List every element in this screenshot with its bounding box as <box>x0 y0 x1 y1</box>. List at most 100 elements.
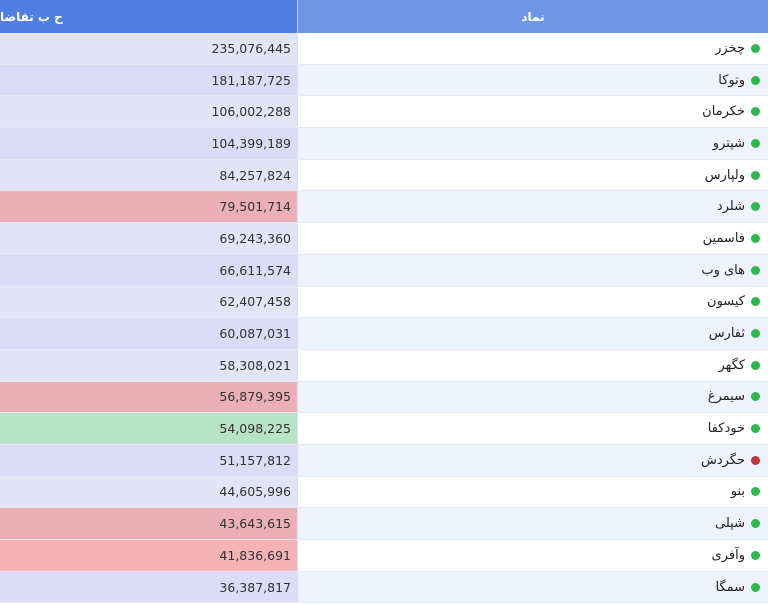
symbol-cell[interactable]: خکرمان <box>297 96 768 128</box>
table-row[interactable]: 235,076,445 چخزر <box>0 33 768 65</box>
symbol-wrapper: وآفری <box>712 548 760 563</box>
table-row[interactable]: 44,605,996 بنو <box>0 476 768 509</box>
table-row[interactable]: 181,187,725 وتوکا <box>0 64 768 97</box>
table-row[interactable]: 51,157,812 حگردش <box>0 444 768 477</box>
symbol-cell[interactable]: چخزر <box>297 33 768 64</box>
table-row[interactable]: 84,257,824 ولپارس <box>0 159 768 192</box>
symbol-label: وآفری <box>711 547 745 563</box>
table-row[interactable]: 62,407,458 کیسون <box>0 286 768 319</box>
table-row[interactable]: 104,399,189 شپترو <box>0 128 768 160</box>
table-header: ح ب تقاضا نماد <box>0 0 768 33</box>
green-status-dot-icon <box>751 75 760 85</box>
symbol-label: خودکفا <box>707 421 745 437</box>
green-status-dot-icon <box>751 487 760 497</box>
symbol-cell[interactable]: وتوکا <box>297 64 768 96</box>
green-status-dot-icon <box>751 329 760 339</box>
symbol-label: حگردش <box>700 452 745 468</box>
demand-value-cell: 36,387,817 <box>0 571 297 603</box>
demand-value-cell: 54,098,225 <box>0 413 297 444</box>
symbol-label: کگهر <box>718 357 745 373</box>
symbol-wrapper: ثفارس <box>709 326 760 341</box>
symbol-cell[interactable]: خودکفا <box>297 413 768 444</box>
demand-value-cell: 181,187,725 <box>0 64 297 96</box>
green-status-dot-icon <box>751 265 760 275</box>
demand-value-cell: 41,836,691 <box>0 540 297 571</box>
green-status-dot-icon <box>751 43 760 53</box>
symbol-cell[interactable]: کگهر <box>297 349 768 381</box>
symbol-cell[interactable]: حگردش <box>297 444 768 476</box>
demand-value-cell: 60,087,031 <box>0 318 297 349</box>
table-row[interactable]: 60,087,031 ثفارس <box>0 318 768 350</box>
symbol-wrapper: ولپارس <box>705 168 760 183</box>
green-status-dot-icon <box>751 138 760 148</box>
symbol-cell[interactable]: سمگا <box>297 571 768 603</box>
symbol-wrapper: بنو <box>731 484 760 499</box>
table-row[interactable]: 41,836,691 وآفری <box>0 540 768 572</box>
symbol-label: کیسون <box>707 294 745 310</box>
table-body: 235,076,445 چخزر 181,187,725 وتوکا 106,002,2… <box>0 33 768 604</box>
table-row[interactable]: 79,501,714 شلرد <box>0 191 768 224</box>
demand-value-cell: 106,002,288 <box>0 96 297 128</box>
green-status-dot-icon <box>751 392 760 402</box>
symbol-label: سیمرغ <box>707 389 745 405</box>
symbol-wrapper: شپترو <box>713 136 760 151</box>
green-status-dot-icon <box>751 107 760 117</box>
demand-value-cell: 62,407,458 <box>0 286 297 318</box>
symbol-cell[interactable]: ثفارس <box>297 318 768 349</box>
symbol-cell[interactable]: شپلی <box>297 508 768 539</box>
header-symbol-column[interactable]: نماد <box>297 0 768 33</box>
demand-value-cell: 104,399,189 <box>0 128 297 159</box>
symbol-label: شپترو <box>712 135 745 151</box>
green-status-dot-icon <box>751 202 760 212</box>
symbol-wrapper: شپلی <box>715 516 760 531</box>
symbol-wrapper: شلرد <box>717 199 760 214</box>
green-status-dot-icon <box>751 582 760 592</box>
symbol-label: شپلی <box>715 516 745 532</box>
symbol-label: وتوکا <box>718 72 745 88</box>
symbol-label: شلرد <box>716 199 745 215</box>
header-value-column[interactable]: ح ب تقاضا <box>0 0 297 33</box>
symbol-cell[interactable]: وآفری <box>297 540 768 571</box>
demand-value-cell: 44,605,996 <box>0 476 297 508</box>
symbol-cell[interactable]: کیسون <box>297 286 768 318</box>
demand-value-cell: 79,501,714 <box>0 191 297 223</box>
demand-value-cell: 51,157,812 <box>0 444 297 476</box>
demand-value-cell: 235,076,445 <box>0 33 297 64</box>
table-row[interactable]: 106,002,288 خکرمان <box>0 96 768 129</box>
table-row[interactable]: 56,879,395 سیمرغ <box>0 381 768 414</box>
table-row[interactable]: 58,308,021 کگهر <box>0 349 768 382</box>
symbol-cell[interactable]: فاسمین <box>297 223 768 254</box>
symbol-cell[interactable]: شلرد <box>297 191 768 223</box>
demand-value-cell: 66,611,574 <box>0 254 297 286</box>
symbol-cell[interactable]: شپترو <box>297 128 768 159</box>
green-status-dot-icon <box>751 297 760 307</box>
table-row[interactable]: 36,387,817 سمگا <box>0 571 768 604</box>
symbol-wrapper: سمگا <box>715 580 760 595</box>
symbol-label: فاسمین <box>702 230 745 246</box>
symbol-cell[interactable]: های وب <box>297 254 768 286</box>
green-status-dot-icon <box>751 424 760 434</box>
symbol-wrapper: حگردش <box>701 453 760 468</box>
red-status-dot-icon <box>751 455 760 465</box>
symbol-cell[interactable]: ولپارس <box>297 159 768 191</box>
symbol-wrapper: فاسمین <box>703 231 760 246</box>
table-row[interactable]: 66,611,574 های وب <box>0 254 768 287</box>
demand-value-cell: 84,257,824 <box>0 159 297 191</box>
demand-value-cell: 69,243,360 <box>0 223 297 254</box>
symbol-wrapper: وتوکا <box>718 73 760 88</box>
green-status-dot-icon <box>751 519 760 529</box>
table-row[interactable]: 43,643,615 شپلی <box>0 508 768 540</box>
symbol-cell[interactable]: بنو <box>297 476 768 508</box>
table-row[interactable]: 54,098,225 خودکفا <box>0 413 768 445</box>
symbol-cell[interactable]: سیمرغ <box>297 381 768 413</box>
table-row[interactable]: 69,243,360 فاسمین <box>0 223 768 255</box>
symbol-label: خکرمان <box>702 104 745 120</box>
symbol-wrapper: خودکفا <box>708 421 760 436</box>
symbol-label: چخزر <box>715 40 745 56</box>
green-status-dot-icon <box>751 360 760 370</box>
symbol-label: ولپارس <box>704 167 745 183</box>
symbol-wrapper: کیسون <box>707 294 760 309</box>
symbol-wrapper: سیمرغ <box>708 389 760 404</box>
symbol-label: های وب <box>701 262 745 278</box>
